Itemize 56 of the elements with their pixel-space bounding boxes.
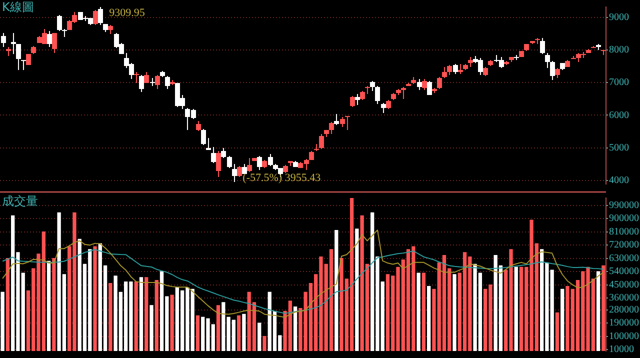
y-tick-label: 9000 [609, 12, 629, 24]
bar [514, 266, 518, 351]
bar [196, 315, 200, 351]
candlestick [21, 60, 26, 70]
y-tick-label: 280000 [609, 304, 639, 316]
bar [258, 322, 262, 351]
bar [236, 315, 241, 351]
y-tick-label: 6000 [609, 110, 629, 121]
y-tick-label: 5000 [609, 142, 629, 154]
candlestick [11, 33, 16, 54]
y-tick-label: 8000 [609, 44, 629, 56]
bar [154, 280, 158, 351]
y-tick-label: 100000 [609, 330, 639, 342]
bar [596, 271, 600, 351]
bar [560, 288, 564, 351]
y-tick-label: 450000 [609, 279, 639, 290]
y-tick-label: 720000 [609, 240, 639, 251]
y-tick-label: 4000 [609, 175, 629, 186]
bar [602, 265, 606, 351]
bar [52, 258, 56, 351]
bar [242, 314, 246, 351]
bar [426, 286, 431, 351]
bar [334, 230, 338, 351]
y-tick-label: 190000 [609, 318, 639, 329]
bar [452, 274, 456, 351]
bar [555, 312, 560, 351]
bar [170, 294, 174, 351]
bar [108, 282, 112, 351]
bar [422, 272, 426, 351]
candlestick [345, 116, 350, 130]
chart-title: 成交量 [2, 194, 38, 208]
y-tick-label: 900000 [609, 213, 639, 224]
y-tick-label: 630000 [609, 252, 639, 264]
y-tick-label: 10000 [609, 344, 634, 356]
bar [134, 282, 138, 351]
bar [6, 258, 10, 351]
bar [416, 272, 420, 351]
bar [293, 306, 298, 351]
bar [262, 336, 266, 351]
y-tick-label: 7000 [609, 77, 629, 88]
bar [355, 228, 359, 351]
chart-title: K線圖 [2, 0, 34, 14]
bar [216, 305, 220, 351]
y-tick-label: 810000 [609, 226, 639, 238]
y-tick-label: 360000 [609, 292, 639, 304]
annotation: 9309.95 [109, 6, 146, 19]
candlestick [134, 72, 139, 83]
bar [46, 260, 51, 351]
y-tick-label: 540000 [609, 266, 639, 278]
bar [0, 292, 4, 351]
bar [144, 277, 148, 351]
bar [150, 305, 154, 351]
annotation: (-57.5%) 3955.43 [242, 172, 322, 184]
y-tick-label: 990000 [609, 200, 639, 211]
bar [93, 246, 97, 351]
bar [139, 277, 144, 351]
